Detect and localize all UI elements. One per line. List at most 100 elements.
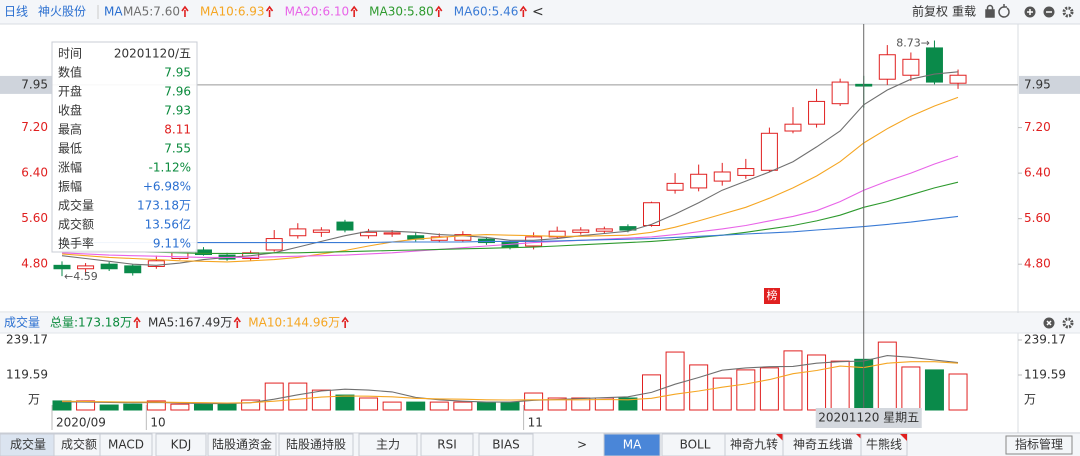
candle-body <box>572 229 590 233</box>
tab-label[interactable]: 成交量 <box>10 437 46 452</box>
cursor-label-bg <box>1019 75 1080 94</box>
tab[interactable] <box>207 433 277 456</box>
tab-label[interactable]: 陆股通资金 <box>212 437 272 452</box>
reload-button[interactable]: 重载 <box>952 5 976 19</box>
volume-bar <box>759 367 779 411</box>
candle-body <box>784 123 802 132</box>
tab-more[interactable]: > <box>577 438 587 452</box>
legend-entry: 总量:173.18万 <box>50 316 132 330</box>
volume-bar <box>359 397 379 411</box>
collapse-button[interactable]: < <box>532 4 544 20</box>
period[interactable]: 日线 <box>4 5 28 19</box>
tab[interactable] <box>1005 435 1073 455</box>
y-tick-label: 7.20 <box>1024 120 1051 134</box>
cursor-date-bg <box>815 408 922 428</box>
tab-label[interactable]: BOLL <box>680 438 711 452</box>
up-arrow <box>133 316 141 328</box>
ma-line <box>62 215 959 244</box>
volume-bar <box>924 369 944 411</box>
tab[interactable] <box>603 433 661 456</box>
badge-bg[interactable] <box>764 288 780 304</box>
candle-body <box>643 202 660 226</box>
info-value: -1.12% <box>149 161 191 175</box>
volume-bar <box>736 369 756 411</box>
stock-name[interactable]: 神火股份 <box>38 5 86 19</box>
tab-flag <box>900 434 907 441</box>
legend-entry: MA10:144.96万 <box>248 316 340 330</box>
legend-entry: MA20:6.10 <box>285 5 350 19</box>
tab-flag <box>776 434 783 441</box>
tab[interactable] <box>420 433 474 456</box>
settings-icon[interactable] <box>1062 6 1074 18</box>
info-label: 换手率 <box>58 236 94 251</box>
tab-label[interactable]: 神奇九转 <box>730 437 778 452</box>
y-tick-label: 5.60 <box>1024 211 1051 225</box>
zoom-in-glyph <box>1027 9 1033 15</box>
tab-label[interactable]: RSI <box>437 438 457 452</box>
volume-bar <box>783 350 803 411</box>
volume-bar <box>193 403 213 411</box>
tab-label[interactable]: 神奇五线谱 <box>793 438 853 452</box>
y-tick-label: 7.20 <box>21 120 48 134</box>
x-tick-label: 11 <box>528 416 543 430</box>
info-label: 涨幅 <box>58 160 82 175</box>
info-label: 收盘 <box>58 103 82 118</box>
tab-label[interactable]: 指标管理 <box>1015 437 1063 452</box>
adjust-button[interactable]: 前复权 <box>912 4 948 19</box>
volume-bar <box>406 401 426 411</box>
ma-line <box>61 181 959 254</box>
candle-body <box>902 58 920 76</box>
tab-label[interactable]: 牛熊线 <box>866 437 902 452</box>
tab[interactable] <box>278 433 354 456</box>
candle-body <box>737 168 755 176</box>
legend-entry: MA60:5.46 <box>454 5 519 19</box>
undo-icon[interactable] <box>998 4 1010 18</box>
volume-bar <box>217 403 237 411</box>
info-label: 最低 <box>58 142 82 156</box>
ma-line <box>61 361 959 404</box>
settings-icon[interactable] <box>1062 317 1074 329</box>
info-value: 7.95 <box>164 66 191 80</box>
ma-line <box>61 96 959 263</box>
volume-bar <box>877 341 897 411</box>
badge[interactable]: 榜 <box>767 288 778 302</box>
up-arrow <box>181 5 189 17</box>
tab[interactable] <box>155 433 207 456</box>
y-tick-label: 7.95 <box>1024 77 1051 91</box>
tab-label[interactable]: BIAS <box>492 438 520 452</box>
tab-label[interactable]: KDJ <box>171 438 192 452</box>
tab-label[interactable]: MACD <box>108 438 144 452</box>
tab[interactable] <box>860 433 908 456</box>
volume-bar <box>618 397 638 411</box>
tab-label[interactable]: 陆股通持股 <box>286 437 346 452</box>
volume-bar <box>170 403 190 411</box>
lock-icon[interactable] <box>985 9 995 18</box>
annotation: 8.73→ <box>896 37 930 50</box>
indicator-name[interactable]: MA <box>104 5 123 19</box>
legend-entry: MA30:5.80 <box>369 5 434 19</box>
info-value: 7.55 <box>164 142 191 156</box>
candle-body <box>595 228 613 232</box>
candle-body <box>949 74 967 84</box>
tab-label[interactable]: MA <box>623 438 642 452</box>
y-tick-label: 5.60 <box>21 211 48 225</box>
volume-header-bar <box>0 313 1080 333</box>
tab-label[interactable]: 成交额 <box>61 437 97 452</box>
tab[interactable] <box>99 433 153 456</box>
info-panel-bg <box>51 41 198 253</box>
cursor-label-bg <box>0 75 52 94</box>
up-arrow <box>350 5 358 17</box>
info-label: 开盘 <box>58 84 82 99</box>
y-tick-label: 119.59 <box>1024 367 1066 381</box>
tab[interactable] <box>478 433 534 456</box>
info-value: 7.93 <box>164 104 191 118</box>
tab[interactable] <box>358 433 418 456</box>
tab-label[interactable]: 主力 <box>376 438 400 452</box>
volume-bar <box>524 392 544 411</box>
y-tick-label: 239.17 <box>6 333 48 347</box>
candle-body <box>878 54 896 80</box>
legend-entry: MA5:7.60 <box>123 5 180 19</box>
ma-line <box>61 355 959 405</box>
